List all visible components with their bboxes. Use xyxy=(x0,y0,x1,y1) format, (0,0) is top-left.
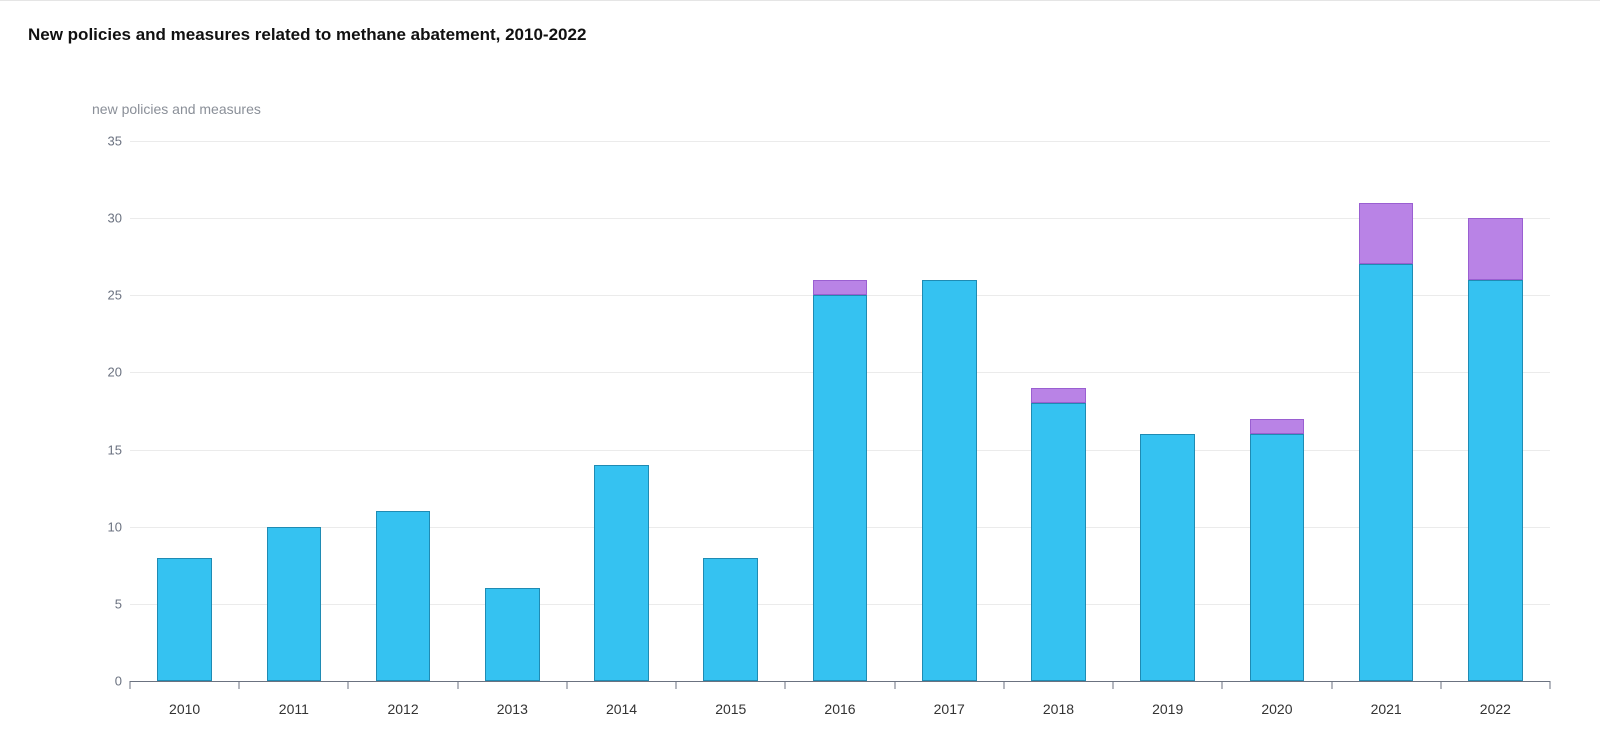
plot-area: 0510152025303520102011201220132014201520… xyxy=(130,141,1550,681)
x-tick-mark xyxy=(1550,681,1551,689)
bar-segment-primary xyxy=(1359,264,1414,681)
bar-segment-primary xyxy=(267,527,322,681)
bar-segment-primary xyxy=(813,295,868,681)
x-tick-mark xyxy=(1113,681,1114,689)
x-tick-label: 2021 xyxy=(1371,701,1402,717)
x-tick-mark xyxy=(894,681,895,689)
bar-segment-secondary xyxy=(1031,388,1086,403)
bar-segment-primary xyxy=(376,511,431,681)
x-tick-label: 2020 xyxy=(1261,701,1292,717)
chart-title: New policies and measures related to met… xyxy=(28,25,586,45)
x-tick-mark xyxy=(1003,681,1004,689)
bar-segment-secondary xyxy=(1250,419,1305,434)
x-tick-mark xyxy=(676,681,677,689)
x-tick-mark xyxy=(457,681,458,689)
y-tick-label: 15 xyxy=(108,442,130,457)
x-tick-label: 2011 xyxy=(279,701,309,717)
bar-segment-secondary xyxy=(1468,218,1523,280)
bar-segment-primary xyxy=(1250,434,1305,681)
y-axis-title: new policies and measures xyxy=(92,101,261,117)
x-tick-label: 2014 xyxy=(606,701,637,717)
bar-segment-secondary xyxy=(813,280,868,295)
y-tick-label: 20 xyxy=(108,365,130,380)
bar-segment-primary xyxy=(1140,434,1195,681)
bar-segment-primary xyxy=(1468,280,1523,681)
bar-segment-primary xyxy=(594,465,649,681)
gridline xyxy=(130,218,1550,219)
x-tick-mark xyxy=(239,681,240,689)
x-tick-mark xyxy=(348,681,349,689)
y-tick-label: 30 xyxy=(108,211,130,226)
y-tick-label: 35 xyxy=(108,134,130,149)
bar-segment-primary xyxy=(1031,403,1086,681)
gridline xyxy=(130,141,1550,142)
x-tick-mark xyxy=(1331,681,1332,689)
y-tick-label: 25 xyxy=(108,288,130,303)
y-tick-label: 5 xyxy=(115,596,130,611)
x-tick-mark xyxy=(566,681,567,689)
page: New policies and measures related to met… xyxy=(0,0,1600,750)
x-tick-label: 2017 xyxy=(934,701,965,717)
x-tick-label: 2013 xyxy=(497,701,528,717)
x-tick-label: 2022 xyxy=(1480,701,1511,717)
y-tick-label: 10 xyxy=(108,519,130,534)
x-tick-mark xyxy=(130,681,131,689)
x-tick-label: 2018 xyxy=(1043,701,1074,717)
y-tick-label: 0 xyxy=(115,674,130,689)
x-tick-mark xyxy=(785,681,786,689)
x-tick-mark xyxy=(1440,681,1441,689)
bar-segment-primary xyxy=(703,558,758,681)
x-tick-label: 2019 xyxy=(1152,701,1183,717)
x-tick-label: 2010 xyxy=(169,701,200,717)
bar-segment-secondary xyxy=(1359,203,1414,265)
bar-segment-primary xyxy=(922,280,977,681)
x-tick-label: 2016 xyxy=(824,701,855,717)
x-tick-label: 2012 xyxy=(387,701,418,717)
x-tick-label: 2015 xyxy=(715,701,746,717)
x-tick-mark xyxy=(1222,681,1223,689)
bar-segment-primary xyxy=(485,588,540,681)
bar-segment-primary xyxy=(157,558,212,681)
